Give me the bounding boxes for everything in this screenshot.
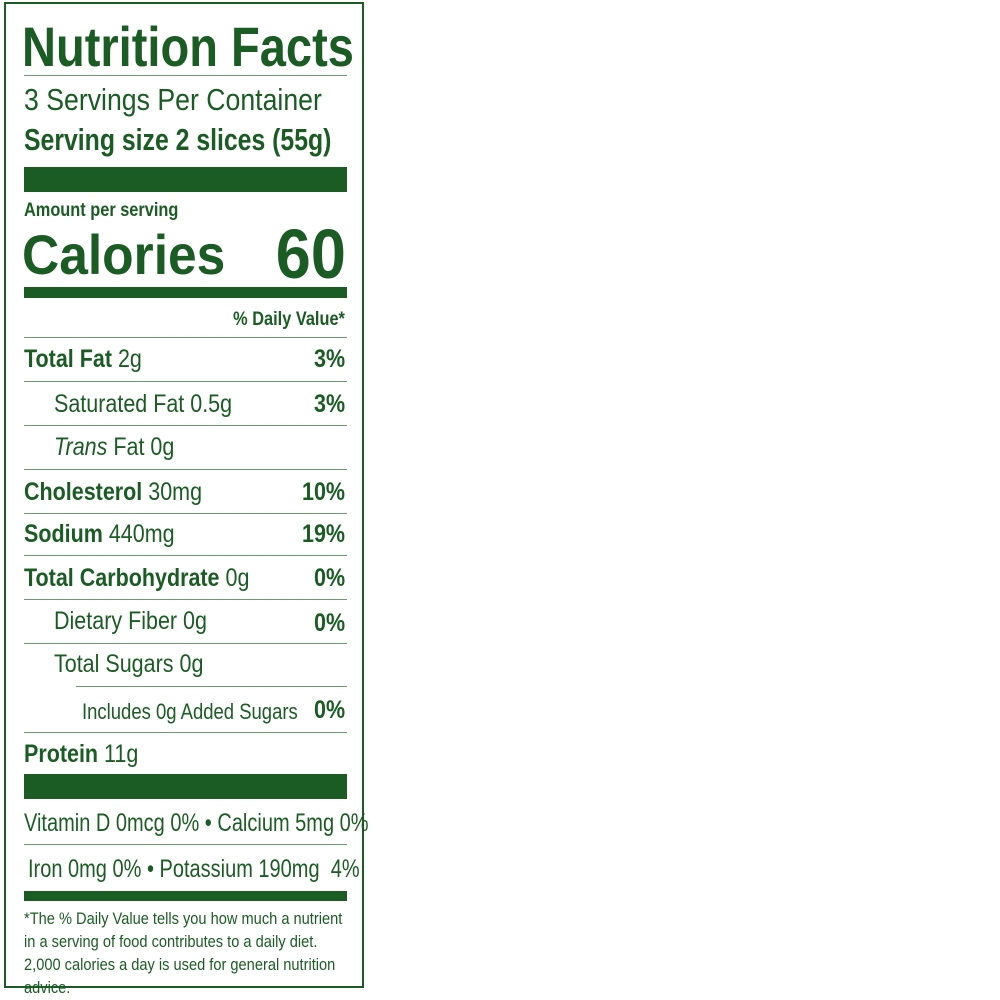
divider (24, 643, 347, 644)
dv-added-sugars: 0% (313, 696, 345, 724)
serving-size-value: 2 slices (55g) (175, 122, 332, 157)
calories-label: Calories (22, 223, 226, 286)
micronutrients-line-1: Vitamin D 0mcg 0% • Calcium 5mg 0% (24, 809, 369, 837)
nutrient-total-carbohydrate: Total Carbohydrate 0g (24, 564, 250, 592)
serving-size-label: Serving size (24, 122, 169, 157)
dv-total-carbohydrate: 0% (313, 564, 345, 592)
medium-divider (24, 287, 347, 298)
nutrient-added-sugars: Includes 0g Added Sugars (82, 699, 298, 724)
thick-divider (24, 167, 347, 192)
dv-sodium: 19% (301, 520, 345, 548)
divider (24, 425, 347, 426)
nutrient-total-sugars: Total Sugars 0g (54, 650, 204, 678)
dv-total-fat: 3% (313, 345, 345, 373)
nutrient-cholesterol: Cholesterol 30mg (24, 478, 203, 506)
divider (24, 599, 347, 600)
dv-saturated-fat: 3% (313, 390, 345, 418)
nutrient-trans-fat: Trans Fat 0g (54, 433, 175, 461)
micronutrients-line-2: Iron 0mg 0% • Potassium 190mg 4% (28, 855, 360, 883)
divider (24, 844, 347, 845)
nutrient-saturated-fat: Saturated Fat 0.5g (54, 390, 233, 418)
divider (76, 686, 347, 687)
dv-dietary-fiber: 0% (313, 609, 345, 637)
divider (24, 337, 347, 338)
calories-value: 60 (275, 215, 346, 293)
serving-size: Serving size 2 slices (55g) (24, 122, 331, 158)
medium-divider (24, 891, 347, 901)
divider (24, 75, 347, 76)
nutrition-facts-label: Nutrition Facts 3 Servings Per Container… (4, 2, 369, 997)
nutrient-sodium: Sodium 440mg (24, 520, 175, 548)
divider (24, 469, 347, 470)
divider (24, 513, 347, 514)
servings-per-container: 3 Servings Per Container (24, 82, 322, 117)
thick-divider (24, 774, 347, 799)
footnote: *The % Daily Value tells you how much a … (24, 909, 343, 997)
divider (24, 732, 347, 733)
nutrient-total-fat: Total Fat 2g (24, 345, 142, 373)
daily-value-header: % Daily Value* (233, 309, 345, 330)
label-title: Nutrition Facts (22, 15, 354, 78)
nutrient-protein: Protein 11g (24, 740, 139, 768)
divider (24, 555, 347, 556)
amount-per-serving: Amount per serving (24, 200, 179, 221)
divider (24, 381, 347, 382)
dv-cholesterol: 10% (301, 478, 345, 506)
nutrient-dietary-fiber: Dietary Fiber 0g (54, 607, 207, 635)
